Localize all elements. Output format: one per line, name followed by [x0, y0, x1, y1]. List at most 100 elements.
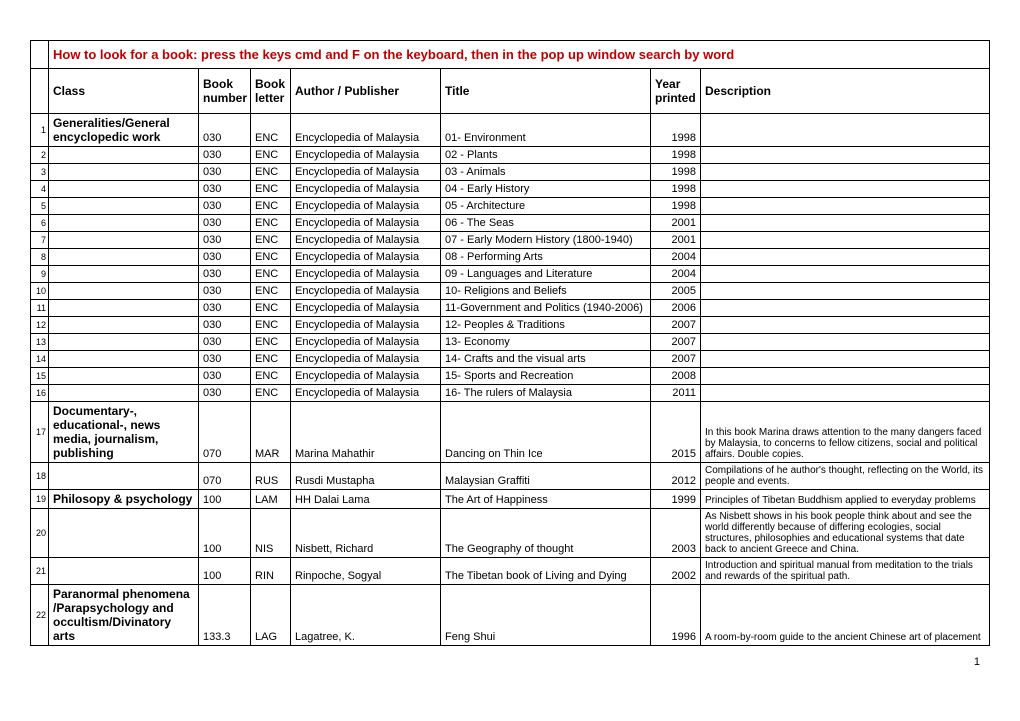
cell-book-number: 030 [199, 181, 251, 198]
cell-author: Encyclopedia of Malaysia [291, 266, 441, 283]
row-number: 4 [31, 181, 49, 198]
cell-book-number: 030 [199, 351, 251, 368]
cell-class [49, 300, 199, 317]
cell-author: Encyclopedia of Malaysia [291, 283, 441, 300]
cell-author: Encyclopedia of Malaysia [291, 334, 441, 351]
table-row: 1Generalities/General encyclopedic work0… [31, 114, 990, 147]
cell-book-letter: ENC [251, 317, 291, 334]
row-number: 6 [31, 215, 49, 232]
cell-class [49, 147, 199, 164]
cell-description [701, 181, 990, 198]
cell-year: 2007 [651, 317, 701, 334]
cell-author: Encyclopedia of Malaysia [291, 368, 441, 385]
cell-class [49, 509, 199, 558]
cell-description [701, 368, 990, 385]
cell-title: 10- Religions and Beliefs [441, 283, 651, 300]
cell-title: 06 - The Seas [441, 215, 651, 232]
table-row: 22Paranormal phenomena /Parapsychology a… [31, 585, 990, 646]
cell-year: 2007 [651, 351, 701, 368]
row-number: 9 [31, 266, 49, 283]
cell-book-number: 030 [199, 385, 251, 402]
header-title: Title [441, 69, 651, 114]
cell-book-number: 030 [199, 266, 251, 283]
cell-class [49, 164, 199, 181]
cell-book-letter: ENC [251, 266, 291, 283]
cell-description [701, 147, 990, 164]
cell-year: 1998 [651, 114, 701, 147]
cell-class [49, 249, 199, 266]
cell-book-letter: MAR [251, 402, 291, 463]
cell-description: A room-by-room guide to the ancient Chin… [701, 585, 990, 646]
cell-year: 2001 [651, 215, 701, 232]
row-number: 1 [31, 114, 49, 147]
cell-book-letter: ENC [251, 283, 291, 300]
table-row: 11030ENCEncyclopedia of Malaysia11-Gover… [31, 300, 990, 317]
cell-book-letter: ENC [251, 334, 291, 351]
cell-year: 2015 [651, 402, 701, 463]
cell-title: 16- The rulers of Malaysia [441, 385, 651, 402]
cell-year: 2005 [651, 283, 701, 300]
row-number: 5 [31, 198, 49, 215]
cell-year: 2004 [651, 266, 701, 283]
cell-author: Encyclopedia of Malaysia [291, 215, 441, 232]
cell-description [701, 283, 990, 300]
cell-book-letter: ENC [251, 147, 291, 164]
cell-year: 1998 [651, 164, 701, 181]
cell-author: Encyclopedia of Malaysia [291, 317, 441, 334]
cell-author: Lagatree, K. [291, 585, 441, 646]
cell-book-number: 030 [199, 114, 251, 147]
book-catalog-table: How to look for a book: press the keys c… [30, 40, 990, 646]
cell-year: 2002 [651, 558, 701, 585]
cell-description [701, 164, 990, 181]
cell-year: 2004 [651, 249, 701, 266]
row-number: 8 [31, 249, 49, 266]
table-row: 21100RINRinpoche, SogyalThe Tibetan book… [31, 558, 990, 585]
cell-author: Encyclopedia of Malaysia [291, 300, 441, 317]
cell-description [701, 266, 990, 283]
cell-year: 1998 [651, 147, 701, 164]
cell-title: Feng Shui [441, 585, 651, 646]
cell-book-number: 100 [199, 558, 251, 585]
cell-book-number: 030 [199, 147, 251, 164]
cell-book-letter: ENC [251, 300, 291, 317]
row-number: 15 [31, 368, 49, 385]
table-row: 8030ENCEncyclopedia of Malaysia08 - Perf… [31, 249, 990, 266]
cell-year: 1998 [651, 198, 701, 215]
cell-title: The Tibetan book of Living and Dying [441, 558, 651, 585]
cell-class [49, 181, 199, 198]
cell-book-letter: ENC [251, 198, 291, 215]
cell-description [701, 385, 990, 402]
table-row: 14030ENCEncyclopedia of Malaysia14- Craf… [31, 351, 990, 368]
cell-author: Rusdi Mustapha [291, 463, 441, 490]
cell-book-number: 070 [199, 463, 251, 490]
cell-year: 2006 [651, 300, 701, 317]
row-number: 16 [31, 385, 49, 402]
cell-book-number: 030 [199, 300, 251, 317]
header-description: Description [701, 69, 990, 114]
cell-description [701, 317, 990, 334]
cell-description [701, 114, 990, 147]
table-row: 6030ENCEncyclopedia of Malaysia06 - The … [31, 215, 990, 232]
cell-class: Paranormal phenomena /Parapsychology and… [49, 585, 199, 646]
cell-year: 1999 [651, 490, 701, 509]
cell-class [49, 351, 199, 368]
cell-title: 03 - Animals [441, 164, 651, 181]
table-row: 16030ENCEncyclopedia of Malaysia16- The … [31, 385, 990, 402]
row-number: 21 [31, 558, 49, 585]
cell-class [49, 266, 199, 283]
cell-author: Encyclopedia of Malaysia [291, 232, 441, 249]
header-row: Class Book number Book letter Author / P… [31, 69, 990, 114]
cell-class [49, 463, 199, 490]
cell-book-letter: NIS [251, 509, 291, 558]
row-number: 2 [31, 147, 49, 164]
table-row: 15030ENCEncyclopedia of Malaysia15- Spor… [31, 368, 990, 385]
row-number: 18 [31, 463, 49, 490]
cell-title: 15- Sports and Recreation [441, 368, 651, 385]
cell-class [49, 232, 199, 249]
table-row: 2030ENCEncyclopedia of Malaysia02 - Plan… [31, 147, 990, 164]
cell-class [49, 558, 199, 585]
table-row: 7030ENCEncyclopedia of Malaysia07 - Earl… [31, 232, 990, 249]
table-row: 12030ENCEncyclopedia of Malaysia12- Peop… [31, 317, 990, 334]
cell-description: Compilations of he author's thought, ref… [701, 463, 990, 490]
cell-author: Encyclopedia of Malaysia [291, 385, 441, 402]
